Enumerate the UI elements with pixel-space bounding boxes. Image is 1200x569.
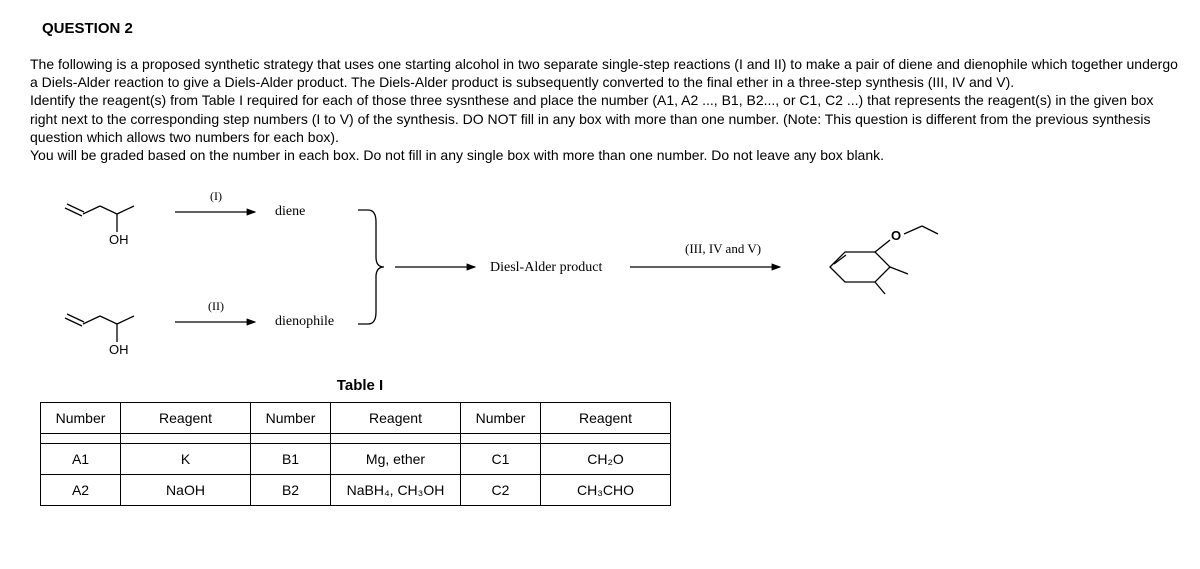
bracket — [358, 210, 384, 324]
cell-b2-num: B2 — [251, 475, 331, 506]
cell-a2-reagent: NaOH — [121, 475, 251, 506]
intro-para-2: Identify the reagent(s) from Table I req… — [30, 91, 1180, 146]
step-II-label: (II) — [208, 299, 224, 313]
col-header-num-c: Number — [461, 403, 541, 434]
cell-b2-reagent: NaBH₄, CH₃OH — [331, 475, 461, 506]
cell-c2-reagent: CH₃CHO — [541, 475, 671, 506]
intro-para-3: You will be graded based on the number i… — [30, 146, 1180, 164]
table-row: A2 NaOH B2 NaBH₄, CH₃OH C2 CH₃CHO — [41, 475, 671, 506]
col-header-num-a: Number — [41, 403, 121, 434]
da-product-label: Diesl-Alder product — [490, 260, 602, 275]
final-product — [830, 226, 938, 294]
starting-alcohol-bottom — [65, 314, 134, 342]
cell-a2-num: A2 — [41, 475, 121, 506]
reaction-scheme: OH (I) diene OH (II) dienophile Diesl-Al… — [60, 182, 1180, 362]
oh-label-bottom: OH — [109, 342, 129, 357]
table-title: Table I — [40, 377, 680, 394]
reagent-table: Number Reagent Number Reagent Number Rea… — [40, 402, 671, 506]
cell-b1-reagent: Mg, ether — [331, 444, 461, 475]
cell-c2-num: C2 — [461, 475, 541, 506]
step-I-label: (I) — [210, 189, 222, 203]
scheme-svg: OH (I) diene OH (II) dienophile Diesl-Al… — [60, 182, 1160, 362]
cell-c1-num: C1 — [461, 444, 541, 475]
question-intro: The following is a proposed synthetic st… — [30, 55, 1180, 164]
col-header-reagent-c: Reagent — [541, 403, 671, 434]
oh-label-top: OH — [109, 232, 129, 247]
table-row: A1 K B1 Mg, ether C1 CH₂O — [41, 444, 671, 475]
cell-a1-num: A1 — [41, 444, 121, 475]
cell-b1-num: B1 — [251, 444, 331, 475]
table-header-row: Number Reagent Number Reagent Number Rea… — [41, 403, 671, 434]
dienophile-label: dienophile — [275, 314, 334, 329]
step-III-IV-V-label: (III, IV and V) — [685, 241, 761, 256]
o-label: O — [891, 228, 901, 243]
diene-label: diene — [275, 204, 305, 219]
starting-alcohol-top — [65, 204, 134, 232]
col-header-num-b: Number — [251, 403, 331, 434]
col-header-reagent-b: Reagent — [331, 403, 461, 434]
col-header-reagent-a: Reagent — [121, 403, 251, 434]
question-title: QUESTION 2 — [42, 20, 1180, 37]
cell-c1-reagent: CH₂O — [541, 444, 671, 475]
table-section: Table I Number Reagent Number Reagent Nu… — [40, 377, 1180, 506]
intro-para-1: The following is a proposed synthetic st… — [30, 55, 1180, 91]
cell-a1-reagent: K — [121, 444, 251, 475]
